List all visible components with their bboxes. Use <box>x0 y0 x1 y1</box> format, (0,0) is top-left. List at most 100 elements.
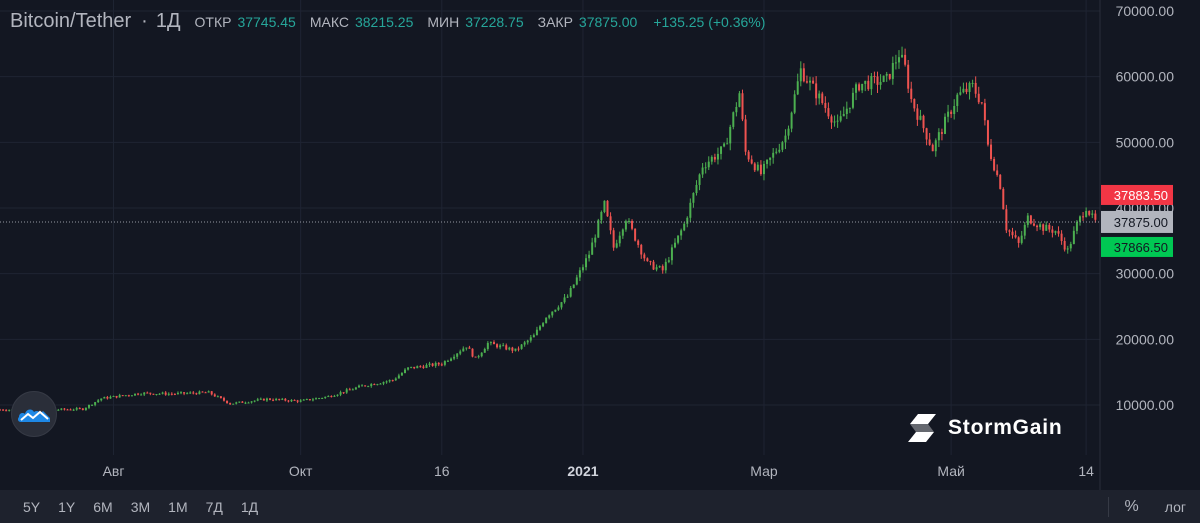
candle-body <box>950 111 953 115</box>
legend-separator: · <box>141 10 148 32</box>
open-label: ОТКР <box>194 14 232 30</box>
candle-body <box>897 57 900 63</box>
candle-body <box>1002 188 1005 210</box>
candle-body <box>947 111 950 117</box>
timeframe-1m[interactable]: 1M <box>168 498 188 515</box>
x-tick-label: 16 <box>434 463 450 479</box>
candle-body <box>575 277 578 285</box>
ask-price-label: 37883.50 <box>1114 188 1168 203</box>
percent-scale-toggle[interactable]: % <box>1124 497 1139 515</box>
candle-body <box>235 402 238 404</box>
interval-label[interactable]: 1Д <box>155 10 181 32</box>
candle-body <box>247 402 250 404</box>
candle-body <box>674 242 676 248</box>
candle-body <box>680 230 683 236</box>
candle-body <box>0 409 1 411</box>
symbol-name[interactable]: Bitcoin/Tether <box>10 10 132 32</box>
candle-body <box>600 212 603 221</box>
candle-body <box>296 400 299 402</box>
candle-body <box>594 237 597 243</box>
candle-body <box>434 362 437 366</box>
candle-body <box>1072 230 1075 244</box>
candle-body <box>812 80 815 84</box>
candle-body <box>330 396 333 398</box>
candle-body <box>891 62 894 79</box>
candle-body <box>499 345 502 348</box>
candle-body <box>698 174 701 185</box>
candle-body <box>486 342 489 349</box>
candle-body <box>127 395 130 397</box>
candle-body <box>631 220 634 229</box>
candle-body <box>302 399 305 401</box>
candle-body <box>63 408 66 410</box>
x-tick-label: Мар <box>750 463 778 479</box>
candle-body <box>367 386 370 388</box>
cloud-chart-icon <box>17 409 51 422</box>
candle-body <box>1079 216 1081 222</box>
candle-body <box>69 409 72 411</box>
candle-body <box>149 392 152 394</box>
candle-body <box>1054 231 1057 233</box>
candle-body <box>1011 231 1014 236</box>
log-scale-toggle[interactable]: лог <box>1164 498 1186 515</box>
candle-body <box>198 391 201 395</box>
candle-body <box>845 108 848 114</box>
candle-body <box>646 258 649 262</box>
candle-body <box>560 302 563 308</box>
timeframe-7d[interactable]: 7Д <box>205 498 223 515</box>
candle-body <box>450 358 453 361</box>
candle-body <box>60 408 63 410</box>
candle-body <box>216 396 219 398</box>
price-chart[interactable]: 10000.0020000.0030000.0040000.0050000.00… <box>0 0 1200 490</box>
candle-body <box>959 92 962 95</box>
candle-body <box>695 184 698 194</box>
timeframe-3m[interactable]: 3M <box>130 498 151 515</box>
candle-body <box>404 369 406 373</box>
candle-body <box>827 108 830 117</box>
candle-body <box>603 200 606 213</box>
candle-body <box>305 399 308 401</box>
candle-body <box>888 73 891 79</box>
candle-body <box>1075 221 1078 231</box>
candle-body <box>170 393 173 395</box>
timeframe-6m[interactable]: 6M <box>93 498 113 515</box>
candle-body <box>226 400 229 404</box>
candle-body <box>87 404 90 408</box>
timeframe-toolbar: 5Y 1Y 6M 3M 1M 7Д 1Д % лог <box>0 490 1200 523</box>
candle-body <box>716 153 719 160</box>
candle-body <box>272 399 275 401</box>
candle-body <box>1066 248 1069 250</box>
candle-body <box>919 115 922 120</box>
timeframe-1d[interactable]: 1Д <box>240 498 259 515</box>
y-tick-label: 70000.00 <box>1116 3 1175 19</box>
candle-body <box>916 108 919 120</box>
candle-body <box>180 392 183 394</box>
candle-body <box>1023 224 1026 236</box>
candle-body <box>907 64 910 89</box>
candle-body <box>483 348 486 353</box>
candle-body <box>858 84 861 91</box>
candle-body <box>940 132 943 134</box>
candle-body <box>726 143 729 145</box>
candle-body <box>118 395 121 398</box>
timeframe-5y[interactable]: 5Y <box>23 498 41 515</box>
candle-body <box>796 81 799 95</box>
candle-body <box>81 408 84 410</box>
candle-body <box>474 356 477 358</box>
cloud-logo-button[interactable] <box>11 391 57 437</box>
candle-body <box>361 385 364 387</box>
candle-body <box>443 361 446 365</box>
candle-body <box>290 399 293 402</box>
candle-body <box>1029 215 1032 224</box>
x-tick-label: Авг <box>103 463 125 479</box>
candle-body <box>158 393 161 395</box>
candle-body <box>569 287 572 297</box>
candle-body <box>793 94 796 113</box>
candle-body <box>701 167 704 175</box>
candle-body <box>766 159 769 164</box>
candle-body <box>204 392 207 394</box>
candle-body <box>106 397 109 399</box>
candle-body <box>778 149 781 152</box>
candle-body <box>1036 225 1039 228</box>
timeframe-1y[interactable]: 1Y <box>58 498 76 515</box>
